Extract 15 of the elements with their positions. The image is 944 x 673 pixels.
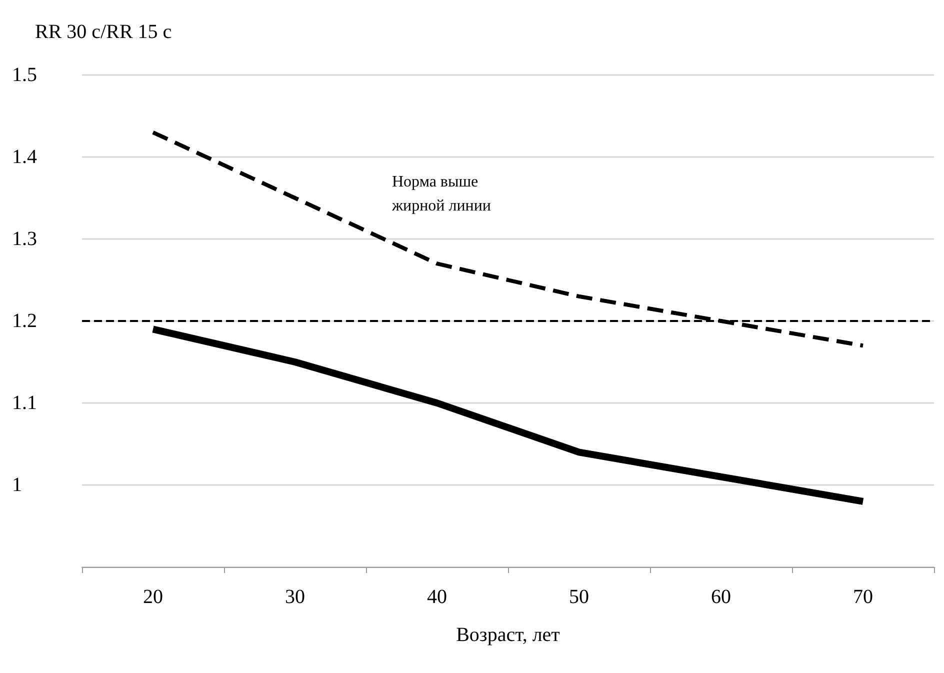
y-tick-label: 1.5 bbox=[12, 64, 37, 86]
y-axis-title: RR 30 с/RR 15 с bbox=[35, 21, 172, 43]
annotation: Норма выше жирной линии bbox=[391, 174, 492, 214]
y-tick-label: 1.1 bbox=[12, 392, 37, 414]
x-tick-label: 70 bbox=[853, 586, 873, 608]
y-tick-label: 1.3 bbox=[12, 228, 37, 250]
x-tick-label: 50 bbox=[569, 586, 589, 608]
x-axis-title: Возраст, лет bbox=[456, 624, 560, 646]
y-tick-label: 1.2 bbox=[12, 310, 37, 332]
x-tick-label: 30 bbox=[285, 586, 305, 608]
x-tick-label: 60 bbox=[711, 586, 731, 608]
x-tick-label: 20 bbox=[143, 586, 163, 608]
y-tick-label: 1 bbox=[12, 474, 22, 496]
x-tick-label: 40 bbox=[427, 586, 447, 608]
y-tick-label: 1.4 bbox=[12, 146, 37, 168]
